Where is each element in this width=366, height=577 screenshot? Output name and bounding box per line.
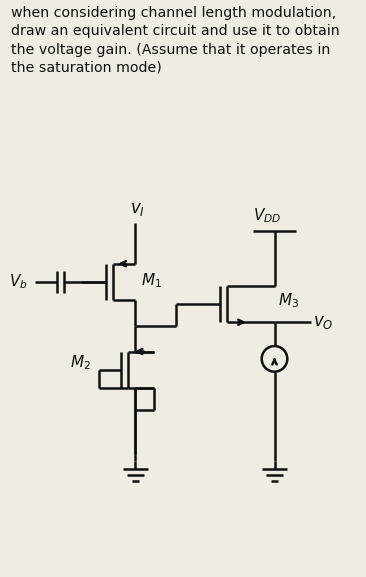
Text: $M_2$: $M_2$ bbox=[70, 353, 90, 372]
Text: $M_1$: $M_1$ bbox=[141, 271, 162, 290]
Text: $v_O$: $v_O$ bbox=[313, 313, 333, 331]
Text: $M_3$: $M_3$ bbox=[278, 291, 299, 310]
Text: when considering channel length modulation,
draw an equivalent circuit and use i: when considering channel length modulati… bbox=[11, 6, 340, 75]
Text: $V_b$: $V_b$ bbox=[9, 273, 28, 291]
Text: $V_{DD}$: $V_{DD}$ bbox=[253, 207, 281, 225]
Text: $v_I$: $v_I$ bbox=[130, 200, 145, 218]
